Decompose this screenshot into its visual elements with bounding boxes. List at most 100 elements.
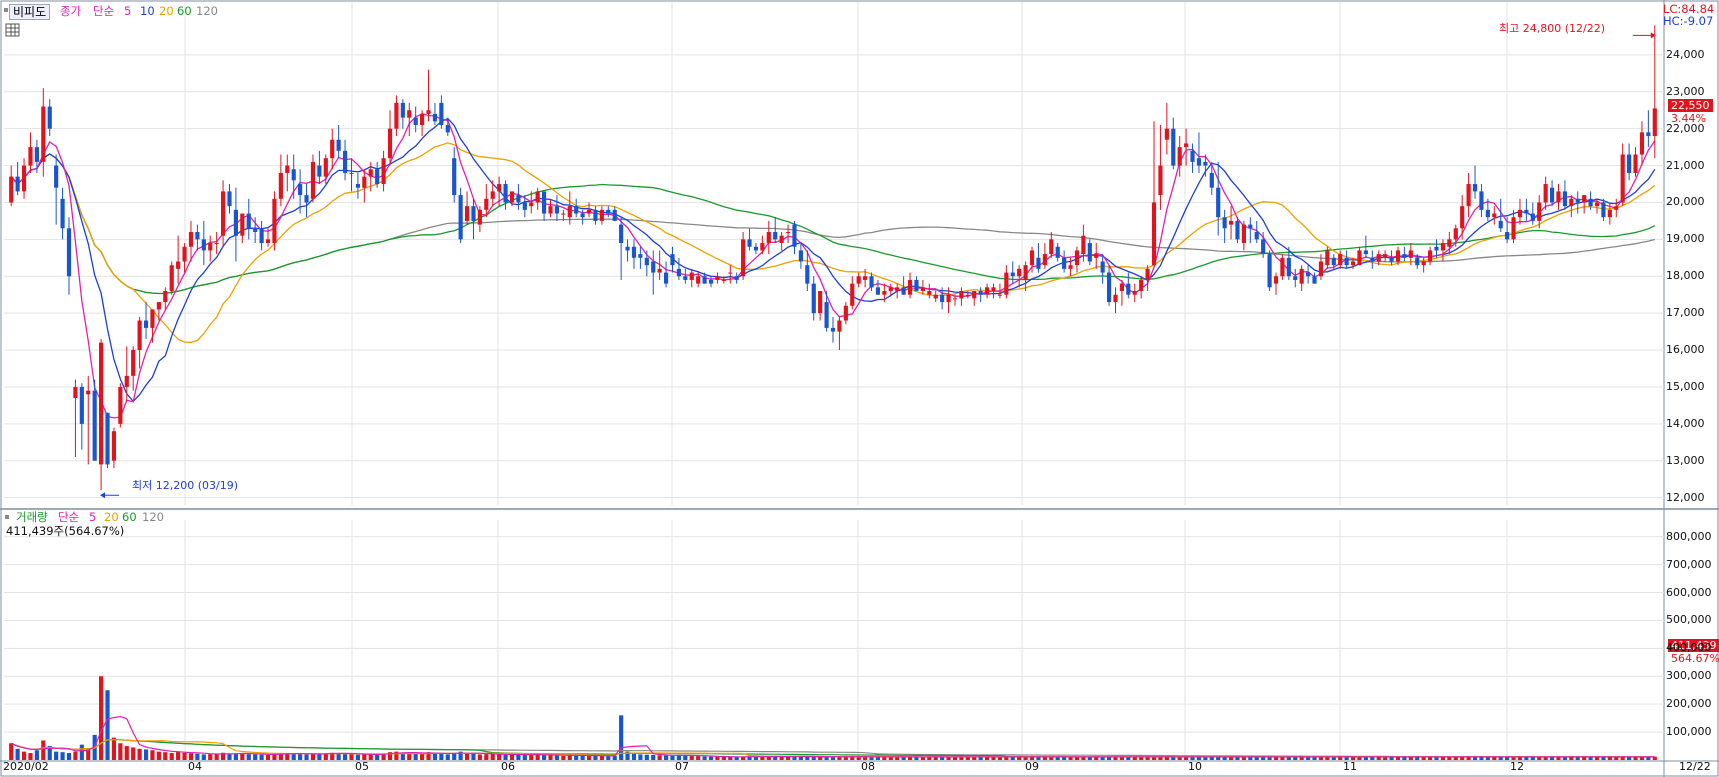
- candle-body: [330, 139, 335, 159]
- volume-bar: [1190, 756, 1195, 760]
- volume-bar: [9, 743, 14, 760]
- candle-body: [1537, 202, 1542, 221]
- volume-bar: [1325, 756, 1330, 760]
- candle-body: [1325, 250, 1330, 266]
- candle-body: [92, 390, 97, 461]
- volume-bar: [1517, 756, 1523, 760]
- candle-body: [593, 209, 598, 221]
- volume-bar: [1646, 756, 1651, 760]
- volume-ma-type: 단순: [58, 510, 80, 524]
- candle-body: [1164, 128, 1169, 140]
- candle-body: [619, 224, 624, 244]
- candle-body: [285, 165, 290, 173]
- candle-body: [1556, 191, 1561, 203]
- candle-body: [785, 231, 791, 233]
- candle-body: [631, 246, 637, 258]
- volume-bar: [850, 756, 855, 760]
- volume-bar: [805, 756, 810, 760]
- candle-body: [375, 169, 380, 185]
- candle-body: [676, 268, 682, 277]
- price-y-tick: 24,000: [1666, 47, 1705, 61]
- volume-bar: [779, 756, 784, 760]
- candle-body: [1331, 257, 1336, 266]
- stock-name-label[interactable]: 비피도: [9, 4, 51, 20]
- candle-body: [805, 265, 810, 284]
- volume-bar: [1402, 756, 1407, 760]
- candle-body: [1209, 172, 1214, 188]
- candle-body: [1068, 265, 1073, 269]
- volume-y-tick: 600,000: [1666, 585, 1712, 599]
- candle-body: [1177, 147, 1182, 166]
- volume-bar: [1376, 756, 1381, 760]
- candle-body: [1466, 184, 1471, 207]
- candle-body: [972, 291, 977, 299]
- candle-body: [1190, 150, 1195, 162]
- volume-bar: [1524, 756, 1529, 760]
- volume-y-tick: 200,000: [1666, 697, 1712, 711]
- volume-bar: [875, 756, 881, 760]
- candle-body: [856, 276, 861, 284]
- volume-y-tick: 500,000: [1666, 613, 1712, 627]
- volume-bar: [1594, 756, 1600, 760]
- volume-bar: [1062, 756, 1067, 760]
- volume-bar: [1216, 756, 1221, 760]
- candle-body: [824, 302, 829, 328]
- volume-bar: [265, 754, 271, 760]
- x-tick: 12/22: [1679, 760, 1711, 773]
- candle-body: [1235, 220, 1240, 240]
- price-y-tick: 15,000: [1666, 379, 1705, 393]
- volume-bar: [1299, 756, 1304, 760]
- candle-body: [163, 291, 168, 303]
- candle-body: [1299, 268, 1304, 284]
- candle-body: [1357, 250, 1362, 266]
- volume-bar: [439, 753, 444, 760]
- candle-body: [574, 206, 579, 214]
- volume-bar: [1389, 756, 1394, 760]
- candle-body: [1427, 250, 1433, 262]
- volume-bar: [593, 755, 598, 760]
- volume-bar: [1627, 756, 1632, 760]
- volume-bar: [1383, 757, 1388, 760]
- volume-bar: [1209, 756, 1214, 760]
- volume-bar: [663, 755, 669, 760]
- volume-bar: [997, 757, 1003, 760]
- ma60-label: 60: [177, 4, 192, 18]
- candle-body: [1055, 246, 1060, 258]
- vol-ma120-label: 120: [142, 510, 164, 524]
- x-tick: 11: [1343, 760, 1357, 773]
- candle-body: [946, 294, 951, 303]
- candle-body: [188, 231, 194, 247]
- candle-body: [741, 239, 746, 277]
- high-arrowhead: [1650, 32, 1656, 39]
- candle-body: [432, 113, 438, 122]
- candle-body: [1036, 257, 1041, 269]
- candle-body: [875, 287, 881, 295]
- volume-bar: [445, 754, 450, 760]
- candle-body: [1203, 161, 1208, 166]
- price-pct: 3.44%: [1671, 112, 1706, 125]
- volume-bar: [34, 750, 39, 760]
- candle-body: [1261, 239, 1266, 255]
- candle-body: [201, 239, 206, 251]
- volume-bar: [1126, 757, 1131, 760]
- candle-body: [766, 231, 771, 244]
- candle-body: [1023, 265, 1028, 280]
- price-y-tick: 19,000: [1666, 232, 1705, 246]
- x-tick: 07: [675, 760, 689, 773]
- x-tick: 10: [1188, 760, 1202, 773]
- price-y-tick: 14,000: [1666, 416, 1705, 430]
- candle-body: [28, 147, 33, 166]
- candle-body: [1582, 195, 1587, 203]
- volume-bar: [1196, 756, 1202, 760]
- candle-body: [73, 386, 78, 399]
- volume-bar: [143, 749, 149, 760]
- low-annotation: 최저 12,200 (03/19): [132, 479, 239, 492]
- candle-body: [1062, 257, 1067, 269]
- volume-bar: [554, 755, 560, 760]
- candle-body: [1363, 250, 1368, 255]
- legend-marker: [5, 515, 9, 519]
- volume-bar: [362, 754, 367, 760]
- volume-bar: [484, 754, 489, 760]
- candle-body: [233, 209, 239, 236]
- volume-bar: [529, 754, 534, 760]
